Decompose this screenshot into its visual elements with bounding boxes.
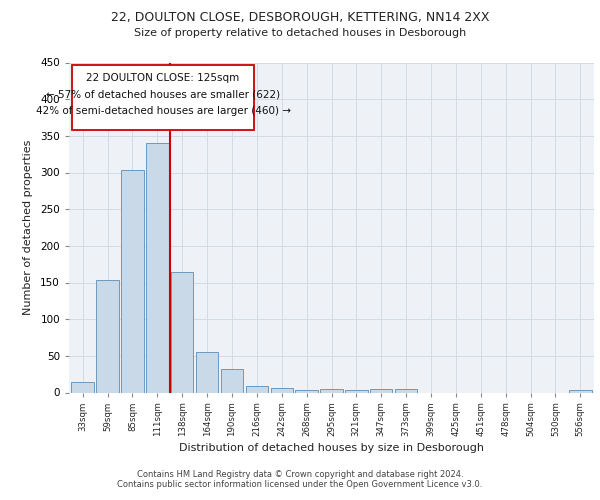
X-axis label: Distribution of detached houses by size in Desborough: Distribution of detached houses by size … bbox=[179, 444, 484, 454]
Text: Contains HM Land Registry data © Crown copyright and database right 2024.
Contai: Contains HM Land Registry data © Crown c… bbox=[118, 470, 482, 489]
Bar bbox=[171, 272, 193, 392]
Y-axis label: Number of detached properties: Number of detached properties bbox=[23, 140, 33, 315]
Bar bbox=[196, 352, 218, 393]
Bar bbox=[569, 390, 592, 392]
Bar bbox=[395, 389, 418, 392]
Text: 22 DOULTON CLOSE: 125sqm: 22 DOULTON CLOSE: 125sqm bbox=[86, 73, 239, 83]
Bar bbox=[71, 382, 94, 392]
Bar bbox=[271, 388, 293, 392]
Bar bbox=[245, 386, 268, 392]
Text: 22, DOULTON CLOSE, DESBOROUGH, KETTERING, NN14 2XX: 22, DOULTON CLOSE, DESBOROUGH, KETTERING… bbox=[111, 11, 489, 24]
Bar bbox=[121, 170, 143, 392]
Text: 42% of semi-detached houses are larger (460) →: 42% of semi-detached houses are larger (… bbox=[35, 106, 290, 116]
Bar bbox=[146, 143, 169, 392]
Text: Size of property relative to detached houses in Desborough: Size of property relative to detached ho… bbox=[134, 28, 466, 38]
Text: ← 57% of detached houses are smaller (622): ← 57% of detached houses are smaller (62… bbox=[46, 90, 280, 100]
Bar bbox=[97, 280, 119, 392]
Bar bbox=[320, 389, 343, 392]
Bar bbox=[72, 66, 254, 130]
Bar bbox=[221, 369, 243, 392]
Bar bbox=[370, 389, 392, 392]
Bar bbox=[295, 390, 318, 392]
Bar bbox=[345, 390, 368, 392]
